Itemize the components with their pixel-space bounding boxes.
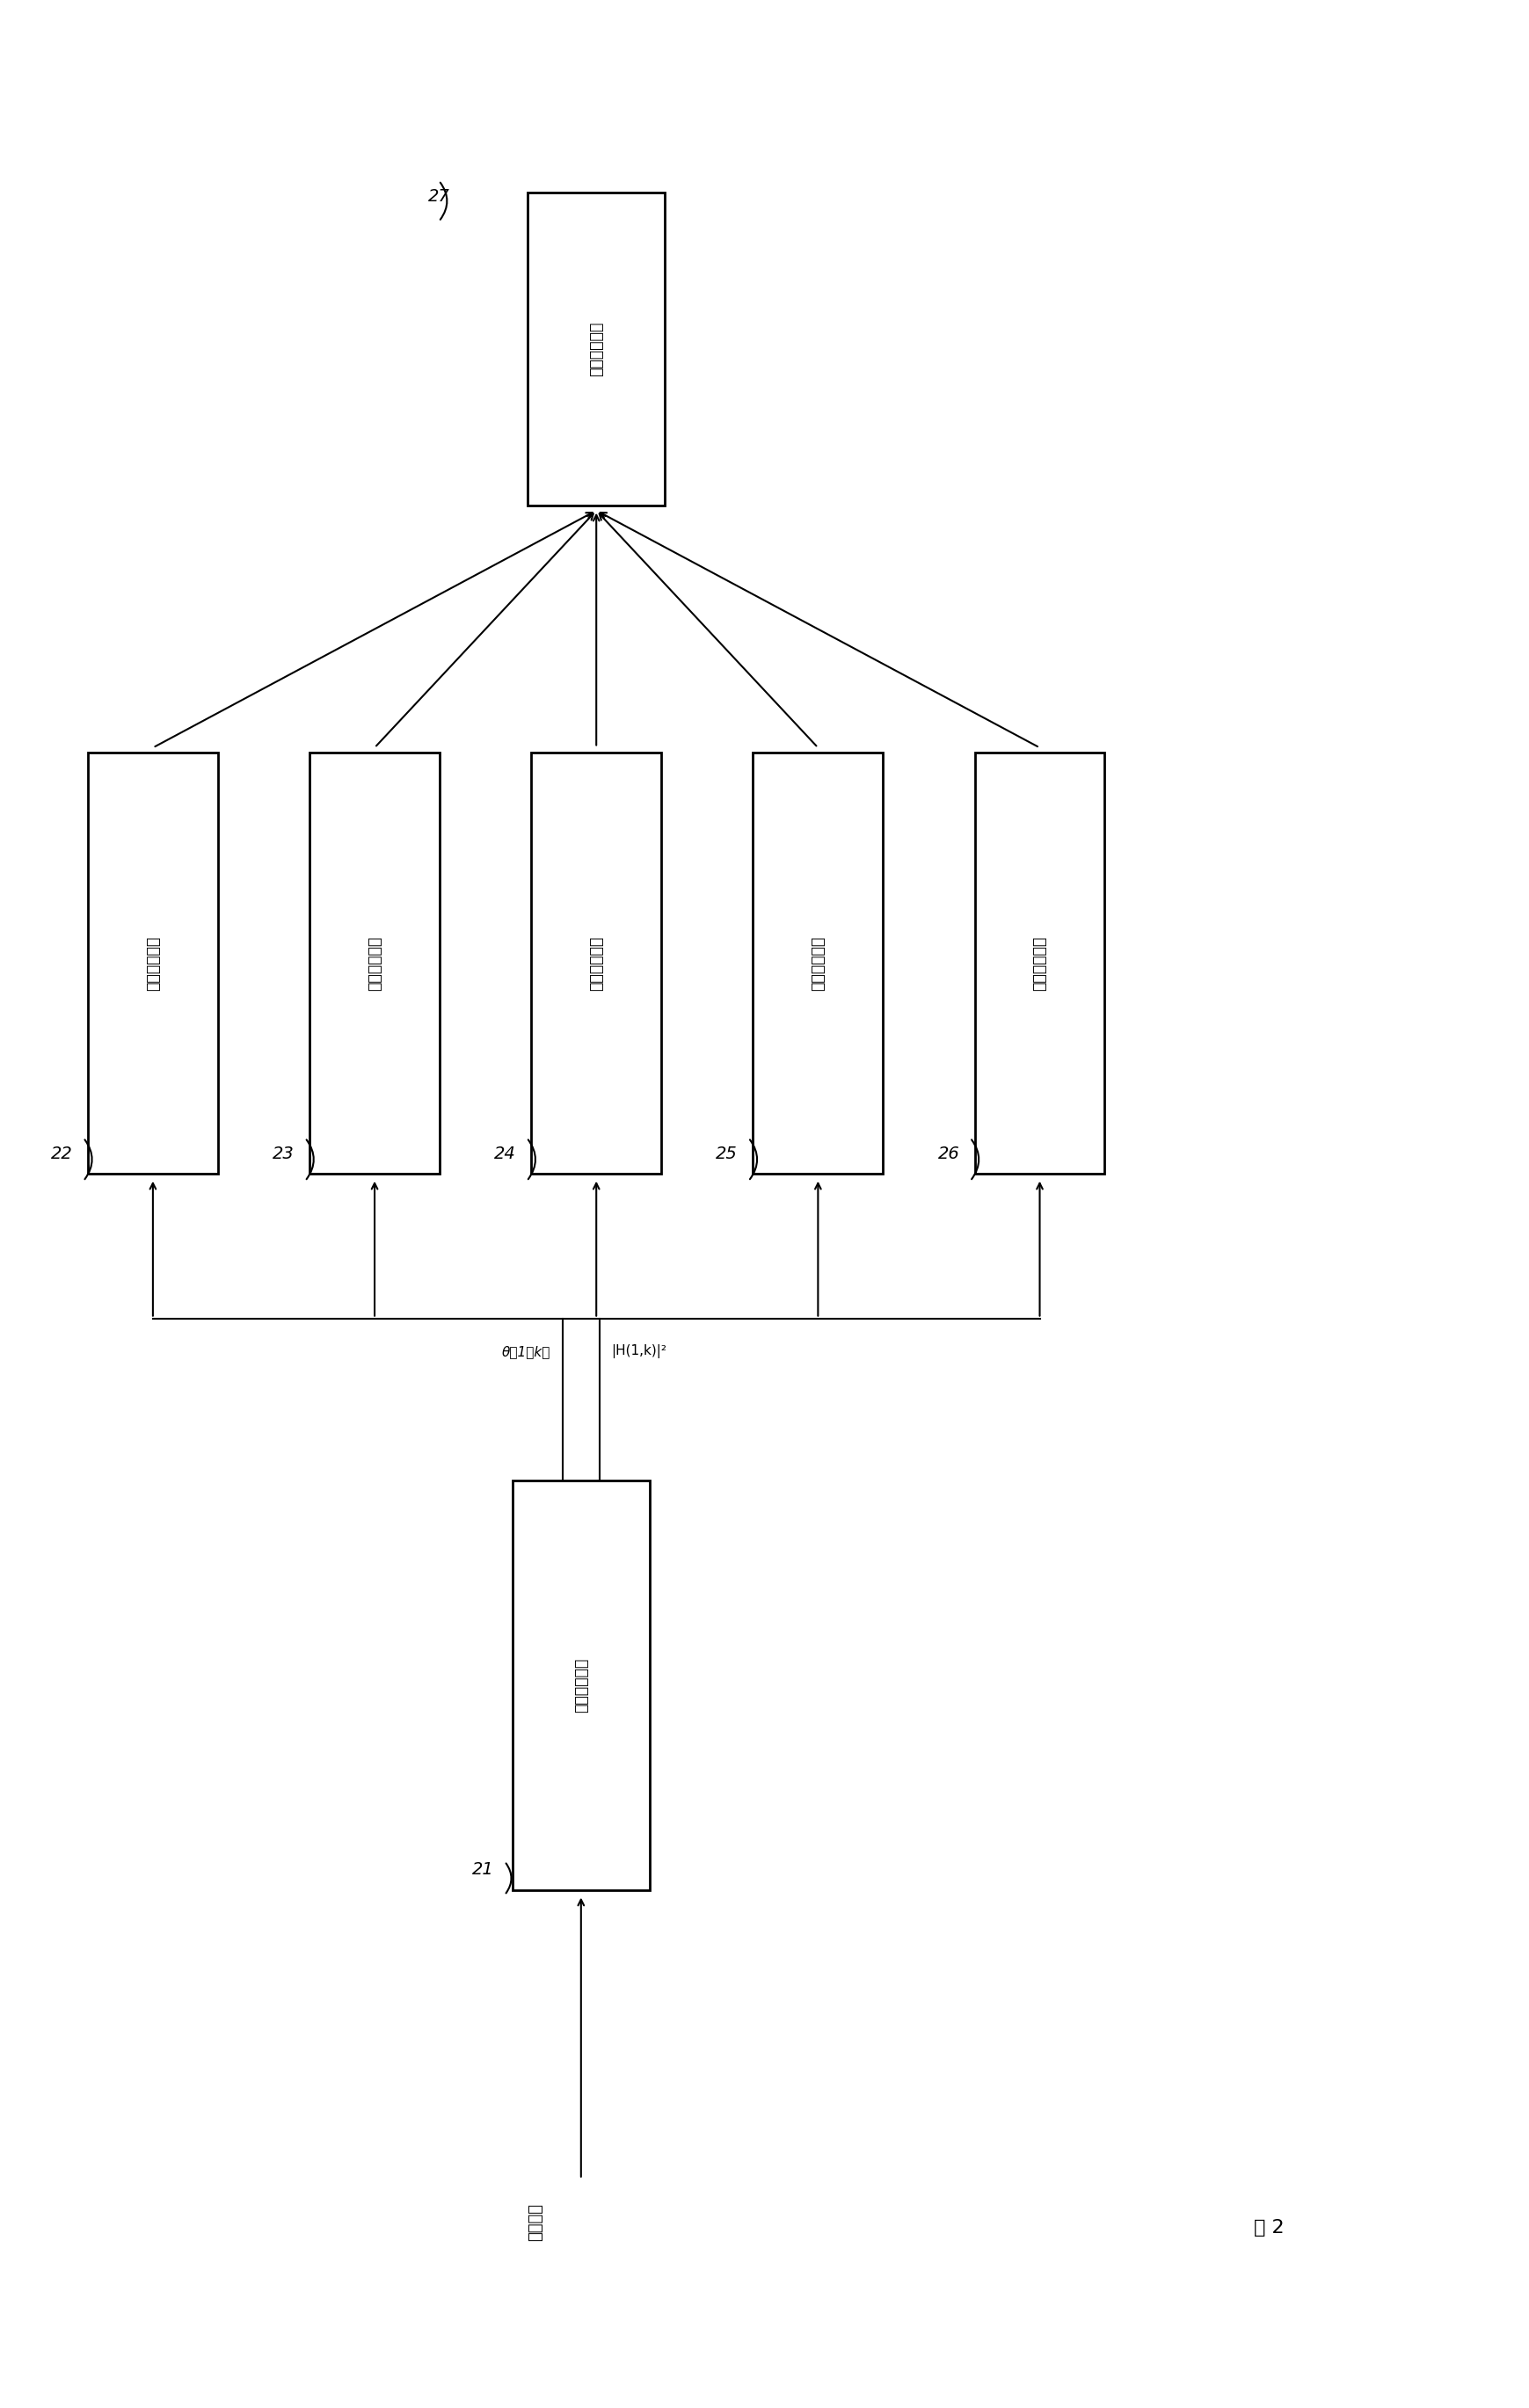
Text: 接收信号: 接收信号 — [528, 2203, 543, 2242]
Text: θ（1，k）: θ（1，k） — [502, 1346, 550, 1358]
Text: 图 2: 图 2 — [1254, 2218, 1284, 2237]
Text: 22: 22 — [50, 1146, 73, 1163]
Text: 25: 25 — [716, 1146, 739, 1163]
Text: 第五运算电路: 第五运算电路 — [810, 937, 826, 990]
FancyBboxPatch shape — [754, 751, 884, 1175]
Text: |H(1,k)|²: |H(1,k)|² — [612, 1344, 667, 1358]
Text: 24: 24 — [494, 1146, 517, 1163]
Text: 第二运算电路: 第二运算电路 — [145, 937, 161, 990]
Text: 第七运算电路: 第七运算电路 — [589, 323, 604, 376]
Text: 26: 26 — [937, 1146, 960, 1163]
FancyBboxPatch shape — [309, 751, 440, 1175]
FancyBboxPatch shape — [976, 751, 1104, 1175]
Text: 21: 21 — [472, 1861, 494, 1878]
FancyBboxPatch shape — [532, 751, 662, 1175]
Text: 第四运算电路: 第四运算电路 — [589, 937, 604, 990]
Text: 27: 27 — [428, 188, 450, 205]
Text: 第一运算电路: 第一运算电路 — [573, 1659, 589, 1712]
Text: 第三运算电路: 第三运算电路 — [367, 937, 382, 990]
Text: 第六运算电路: 第六运算电路 — [1032, 937, 1047, 990]
FancyBboxPatch shape — [89, 751, 219, 1175]
Text: 23: 23 — [272, 1146, 294, 1163]
FancyBboxPatch shape — [512, 1481, 650, 1890]
FancyBboxPatch shape — [528, 193, 665, 506]
